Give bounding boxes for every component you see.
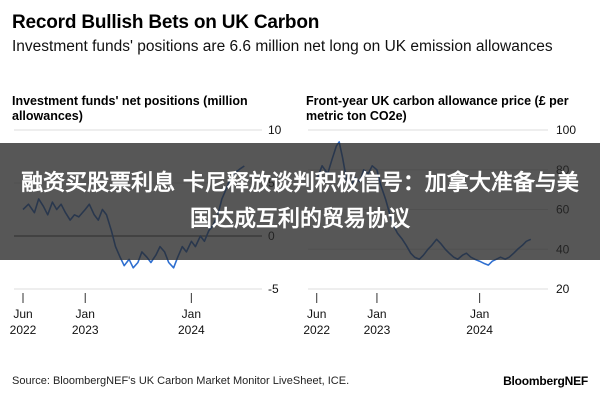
x-tick-label: 2024 (466, 323, 493, 337)
panel-title-net-positions: Investment funds' net positions (million… (12, 94, 248, 123)
x-tick-label: Jan (367, 307, 386, 321)
overlay-headline: 融资买股票利息 卡尼释放谈判积极信号：加拿大准备与美国达成互利的贸易协议 (21, 170, 579, 232)
y-tick-label: 10 (268, 123, 282, 137)
x-tick-label: 2022 (303, 323, 330, 337)
overlay-banner: 融资买股票利息 卡尼释放谈判积极信号：加拿大准备与美国达成互利的贸易协议 (0, 143, 600, 260)
y-tick-label: 20 (556, 282, 570, 296)
source-note: Source: BloombergNEF's UK Carbon Market … (12, 375, 350, 387)
x-tick-label: 2024 (178, 323, 205, 337)
bloombergnef-logo: BloombergNEF (503, 374, 588, 388)
x-tick-label: Jan (470, 307, 489, 321)
x-tick-label: Jun (13, 307, 32, 321)
y-tick-label: 100 (556, 123, 576, 137)
x-tick-label: Jan (182, 307, 201, 321)
y-tick-label: -5 (268, 282, 279, 296)
x-tick-label: 2023 (364, 323, 391, 337)
panel-title-carbon-price: Front-year UK carbon allowance price (£ … (306, 94, 569, 123)
x-tick-label: 2022 (10, 323, 37, 337)
x-tick-label: 2023 (72, 323, 99, 337)
chart-title: Record Bullish Bets on UK Carbon (12, 12, 320, 33)
chart-subtitle: Investment funds' positions are 6.6 mill… (12, 38, 553, 55)
x-tick-label: Jan (76, 307, 95, 321)
x-tick-label: Jun (307, 307, 326, 321)
